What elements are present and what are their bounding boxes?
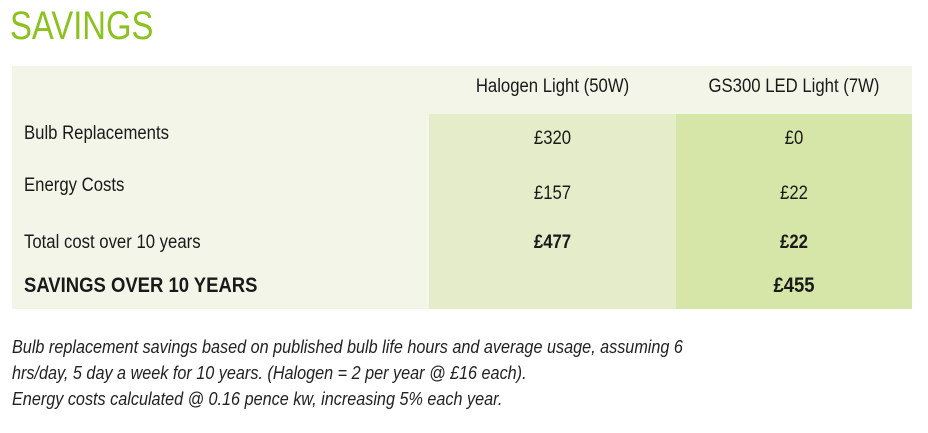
note-line: Energy costs calculated @ 0.16 pence kw,… xyxy=(12,389,503,409)
footnotes: Bulb replacement savings based on publis… xyxy=(12,334,683,412)
savings-table: Halogen Light (50W) GS300 LED Light (7W)… xyxy=(12,66,912,309)
savings-label: SAVINGS OVER 10 YEARS xyxy=(24,274,258,297)
halogen-value: £477 xyxy=(533,232,572,253)
header-halogen: Halogen Light (50W) xyxy=(475,76,630,97)
row-label: Bulb Replacements xyxy=(24,123,169,144)
led-value: £22 xyxy=(780,183,808,204)
savings-value: £455 xyxy=(773,274,815,297)
page-title: SAVINGS xyxy=(10,4,154,48)
note-line: hrs/day, 5 day a week for 10 years. (Hal… xyxy=(12,363,527,383)
note-line: Bulb replacement savings based on publis… xyxy=(12,337,683,357)
led-value: £22 xyxy=(780,232,808,253)
halogen-column-bg xyxy=(429,114,676,309)
header-led: GS300 LED Light (7W) xyxy=(708,76,880,97)
row-label: Energy Costs xyxy=(24,175,125,196)
row-label: Total cost over 10 years xyxy=(24,232,201,253)
halogen-value: £320 xyxy=(533,128,572,149)
halogen-value: £157 xyxy=(533,183,572,204)
led-value: £0 xyxy=(784,128,804,149)
led-column-bg xyxy=(676,114,912,309)
